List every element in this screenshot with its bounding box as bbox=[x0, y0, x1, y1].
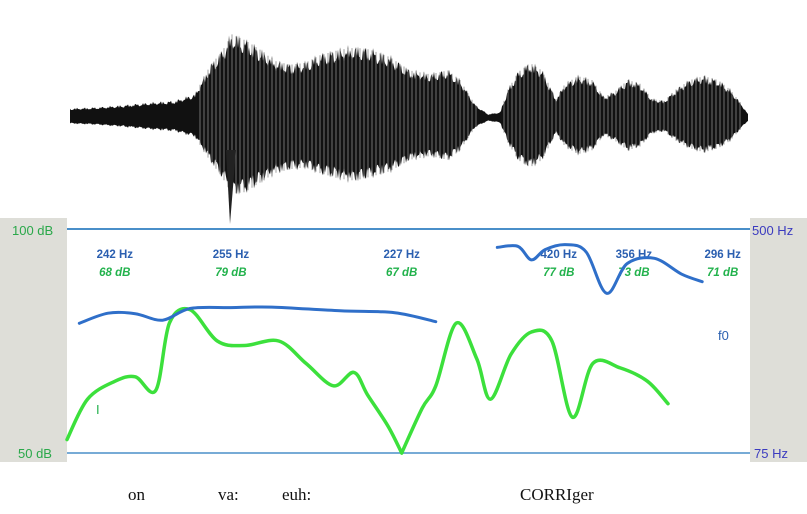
peak-labels: 242 Hz 68 dB 255 Hz 79 dB 227 Hz 67 dB 420 Hz 7… bbox=[97, 249, 742, 279]
right-axis-top-label: 500 Hz bbox=[752, 223, 793, 238]
waveform-peak bbox=[226, 150, 236, 224]
intensity-curve bbox=[399, 321, 670, 455]
intensity-curve bbox=[65, 306, 404, 455]
peak-intensity-label: 79 dB bbox=[215, 267, 246, 279]
peak-intensity-label: 67 dB bbox=[386, 267, 417, 279]
word-corriger: CORRIger bbox=[520, 485, 594, 504]
f0-series-label: f0 bbox=[718, 328, 729, 343]
left-axis-top-label: 100 dB bbox=[12, 223, 53, 238]
peak-intensity-label: 77 dB bbox=[543, 267, 574, 279]
peak-frequency-label: 296 Hz bbox=[704, 249, 741, 261]
word-on: on bbox=[128, 485, 146, 504]
f0-curve bbox=[495, 243, 704, 295]
peak-intensity-label: 73 dB bbox=[618, 267, 649, 279]
waveform-body bbox=[70, 35, 748, 195]
peak-frequency-label: 242 Hz bbox=[97, 249, 134, 261]
peak-intensity-label: 68 dB bbox=[99, 267, 130, 279]
peak-frequency-label: 255 Hz bbox=[213, 249, 250, 261]
peak-frequency-label: 227 Hz bbox=[383, 249, 420, 261]
right-axis-panel bbox=[750, 218, 807, 462]
speech-waveform bbox=[70, 34, 748, 224]
f0-curve bbox=[77, 305, 438, 325]
pitch-intensity-curves bbox=[65, 243, 704, 455]
left-axis-bottom-label: 50 dB bbox=[18, 446, 52, 461]
left-axis-panel bbox=[0, 218, 67, 462]
word-va: va: bbox=[218, 485, 239, 504]
word-euh: euh: bbox=[282, 485, 311, 504]
intensity-series-label: I bbox=[96, 402, 100, 417]
peak-frequency-label: 420 Hz bbox=[541, 249, 578, 261]
right-axis-bottom-label: 75 Hz bbox=[754, 446, 788, 461]
peak-intensity-label: 71 dB bbox=[707, 267, 738, 279]
